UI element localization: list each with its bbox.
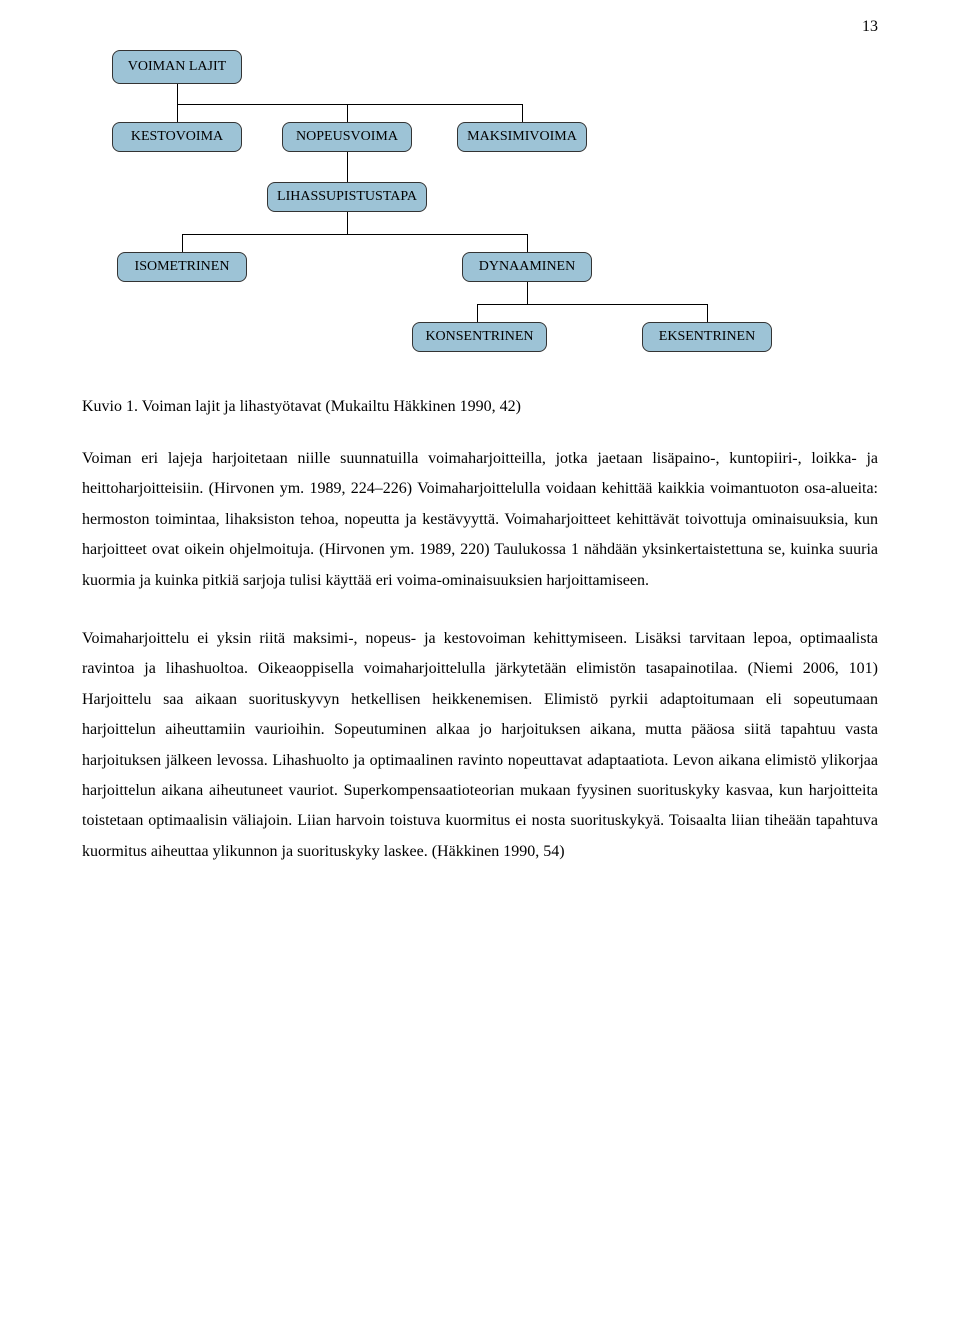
connector [477, 304, 707, 305]
node-dynaaminen: DYNAAMINEN [462, 252, 592, 282]
page-number: 13 [862, 18, 878, 36]
connector [347, 104, 348, 122]
connector [707, 304, 708, 322]
connector [347, 212, 348, 234]
connector [477, 304, 478, 322]
paragraph-2: Voimaharjoittelu ei yksin riitä maksimi-… [82, 624, 878, 867]
node-eksentrinen: EKSENTRINEN [642, 322, 772, 352]
node-kestovoima: KESTOVOIMA [112, 122, 242, 152]
node-nopeusvoima: NOPEUSVOIMA [282, 122, 412, 152]
voiman-lajit-diagram: VOIMAN LAJIT KESTOVOIMA NOPEUSVOIMA MAKS… [82, 50, 842, 390]
connector [347, 152, 348, 182]
connector [527, 282, 528, 304]
body-text: Voiman eri lajeja harjoitetaan niille su… [82, 444, 878, 867]
node-lihassupistustapa: LIHASSUPISTUSTAPA [267, 182, 427, 212]
node-maksimivoima: MAKSIMIVOIMA [457, 122, 587, 152]
connector [177, 104, 178, 122]
connector [182, 234, 183, 252]
connector [177, 84, 178, 104]
connector [182, 234, 527, 235]
connector [522, 104, 523, 122]
figure-caption: Kuvio 1. Voiman lajit ja lihastyötavat (… [82, 398, 878, 416]
node-konsentrinen: KONSENTRINEN [412, 322, 547, 352]
node-isometrinen: ISOMETRINEN [117, 252, 247, 282]
connector [527, 234, 528, 252]
node-voiman-lajit: VOIMAN LAJIT [112, 50, 242, 84]
paragraph-1: Voiman eri lajeja harjoitetaan niille su… [82, 444, 878, 596]
connector [177, 104, 522, 105]
